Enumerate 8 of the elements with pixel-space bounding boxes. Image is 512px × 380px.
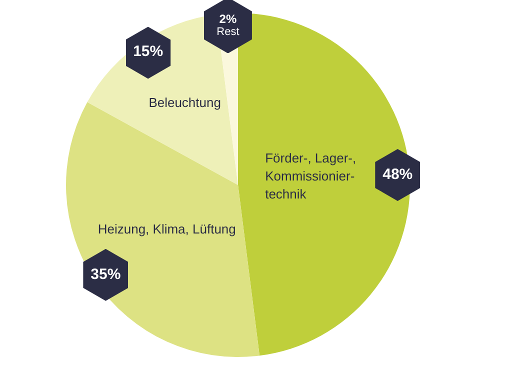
- data-label: 35%: [90, 266, 121, 284]
- data-label: 48%: [382, 166, 413, 184]
- slice-label: Rest: [216, 26, 240, 38]
- data-label: 2%: [219, 12, 237, 26]
- data-label: 15%: [133, 43, 164, 61]
- slice-label: Förder-, Lager-, Kommissionier-technik: [265, 150, 356, 202]
- slice-label: Beleuchtung: [148, 94, 221, 110]
- slice-label: Heizung, Klima, Lüftung: [98, 221, 236, 236]
